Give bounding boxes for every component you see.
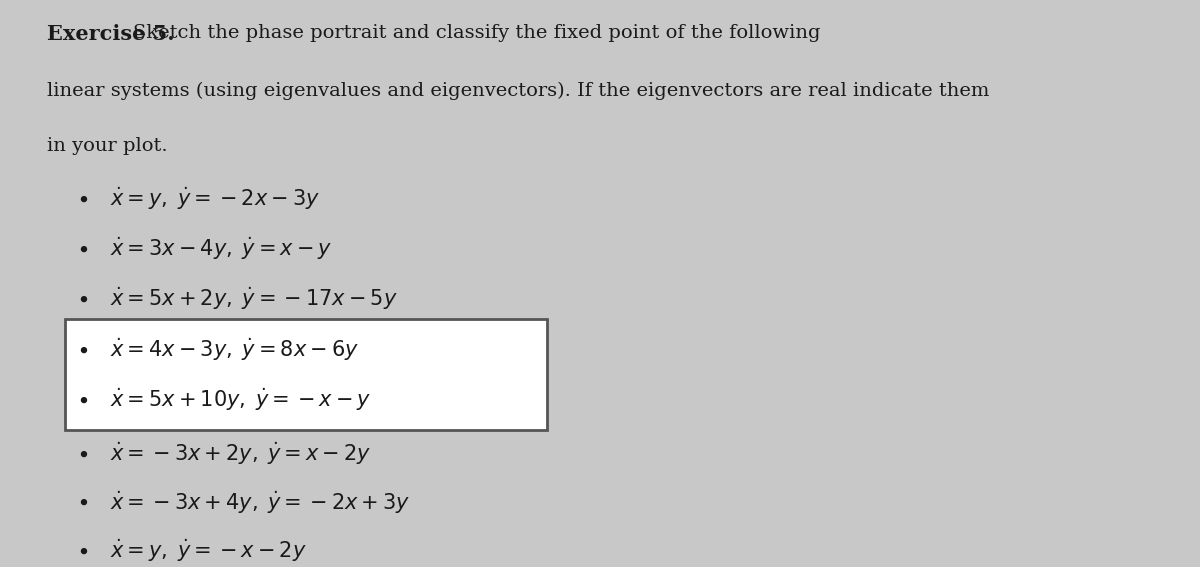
Text: $\dot{x} = 5x + 2y,\; \dot{y} = -17x - 5y$: $\dot{x} = 5x + 2y,\; \dot{y} = -17x - 5… [110, 285, 398, 312]
Text: $\dot{x} = y,\; \dot{y} = -x - 2y$: $\dot{x} = y,\; \dot{y} = -x - 2y$ [110, 538, 307, 564]
Text: $\dot{x} = y,\; \dot{y} = -2x - 3y$: $\dot{x} = y,\; \dot{y} = -2x - 3y$ [110, 185, 320, 212]
Text: $\dot{x} = 5x + 10y,\; \dot{y} = -x - y$: $\dot{x} = 5x + 10y,\; \dot{y} = -x - y$ [110, 386, 372, 413]
Text: in your plot.: in your plot. [47, 137, 168, 155]
Text: $\bullet$: $\bullet$ [76, 238, 88, 260]
Text: $\bullet$: $\bullet$ [76, 540, 88, 562]
Text: $\bullet$: $\bullet$ [76, 287, 88, 310]
Text: Sketch the phase portrait and classify the fixed point of the following: Sketch the phase portrait and classify t… [133, 24, 821, 41]
Text: linear systems (using eigenvalues and eigenvectors). If the eigenvectors are rea: linear systems (using eigenvalues and ei… [47, 82, 990, 100]
Text: Exercise 5.: Exercise 5. [47, 24, 175, 44]
Text: $\bullet$: $\bullet$ [76, 388, 88, 411]
Text: $\dot{x} = 4x - 3y,\; \dot{y} = 8x - 6y$: $\dot{x} = 4x - 3y,\; \dot{y} = 8x - 6y$ [110, 336, 359, 363]
Text: $\dot{x} = -3x + 2y,\; \dot{y} = x - 2y$: $\dot{x} = -3x + 2y,\; \dot{y} = x - 2y$ [110, 441, 372, 467]
Text: $\bullet$: $\bullet$ [76, 443, 88, 465]
Text: $\bullet$: $\bullet$ [76, 491, 88, 513]
Text: $\dot{x} = -3x + 4y,\; \dot{y} = -2x + 3y$: $\dot{x} = -3x + 4y,\; \dot{y} = -2x + 3… [110, 489, 410, 515]
Text: $\bullet$: $\bullet$ [76, 188, 88, 209]
Text: $\bullet$: $\bullet$ [76, 338, 88, 361]
Text: $\dot{x} = 3x - 4y,\; \dot{y} = x - y$: $\dot{x} = 3x - 4y,\; \dot{y} = x - y$ [110, 235, 332, 262]
FancyBboxPatch shape [65, 319, 546, 430]
